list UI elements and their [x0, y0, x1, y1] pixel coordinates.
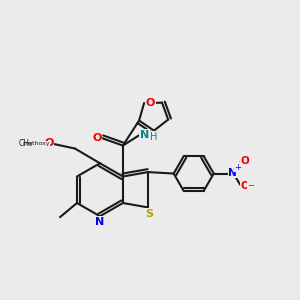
- Text: N: N: [228, 168, 237, 178]
- Text: S: S: [146, 209, 154, 219]
- Text: O: O: [240, 181, 249, 190]
- Text: methoxy: methoxy: [22, 141, 50, 146]
- Text: N: N: [140, 130, 149, 140]
- Text: +: +: [234, 163, 241, 172]
- Text: H: H: [150, 132, 158, 142]
- Text: N: N: [95, 217, 105, 226]
- Text: O: O: [240, 157, 249, 166]
- Text: O: O: [44, 138, 54, 148]
- Text: O: O: [146, 98, 155, 108]
- Text: −: −: [248, 181, 255, 190]
- Text: CH₃: CH₃: [19, 139, 33, 148]
- Text: O: O: [92, 133, 102, 143]
